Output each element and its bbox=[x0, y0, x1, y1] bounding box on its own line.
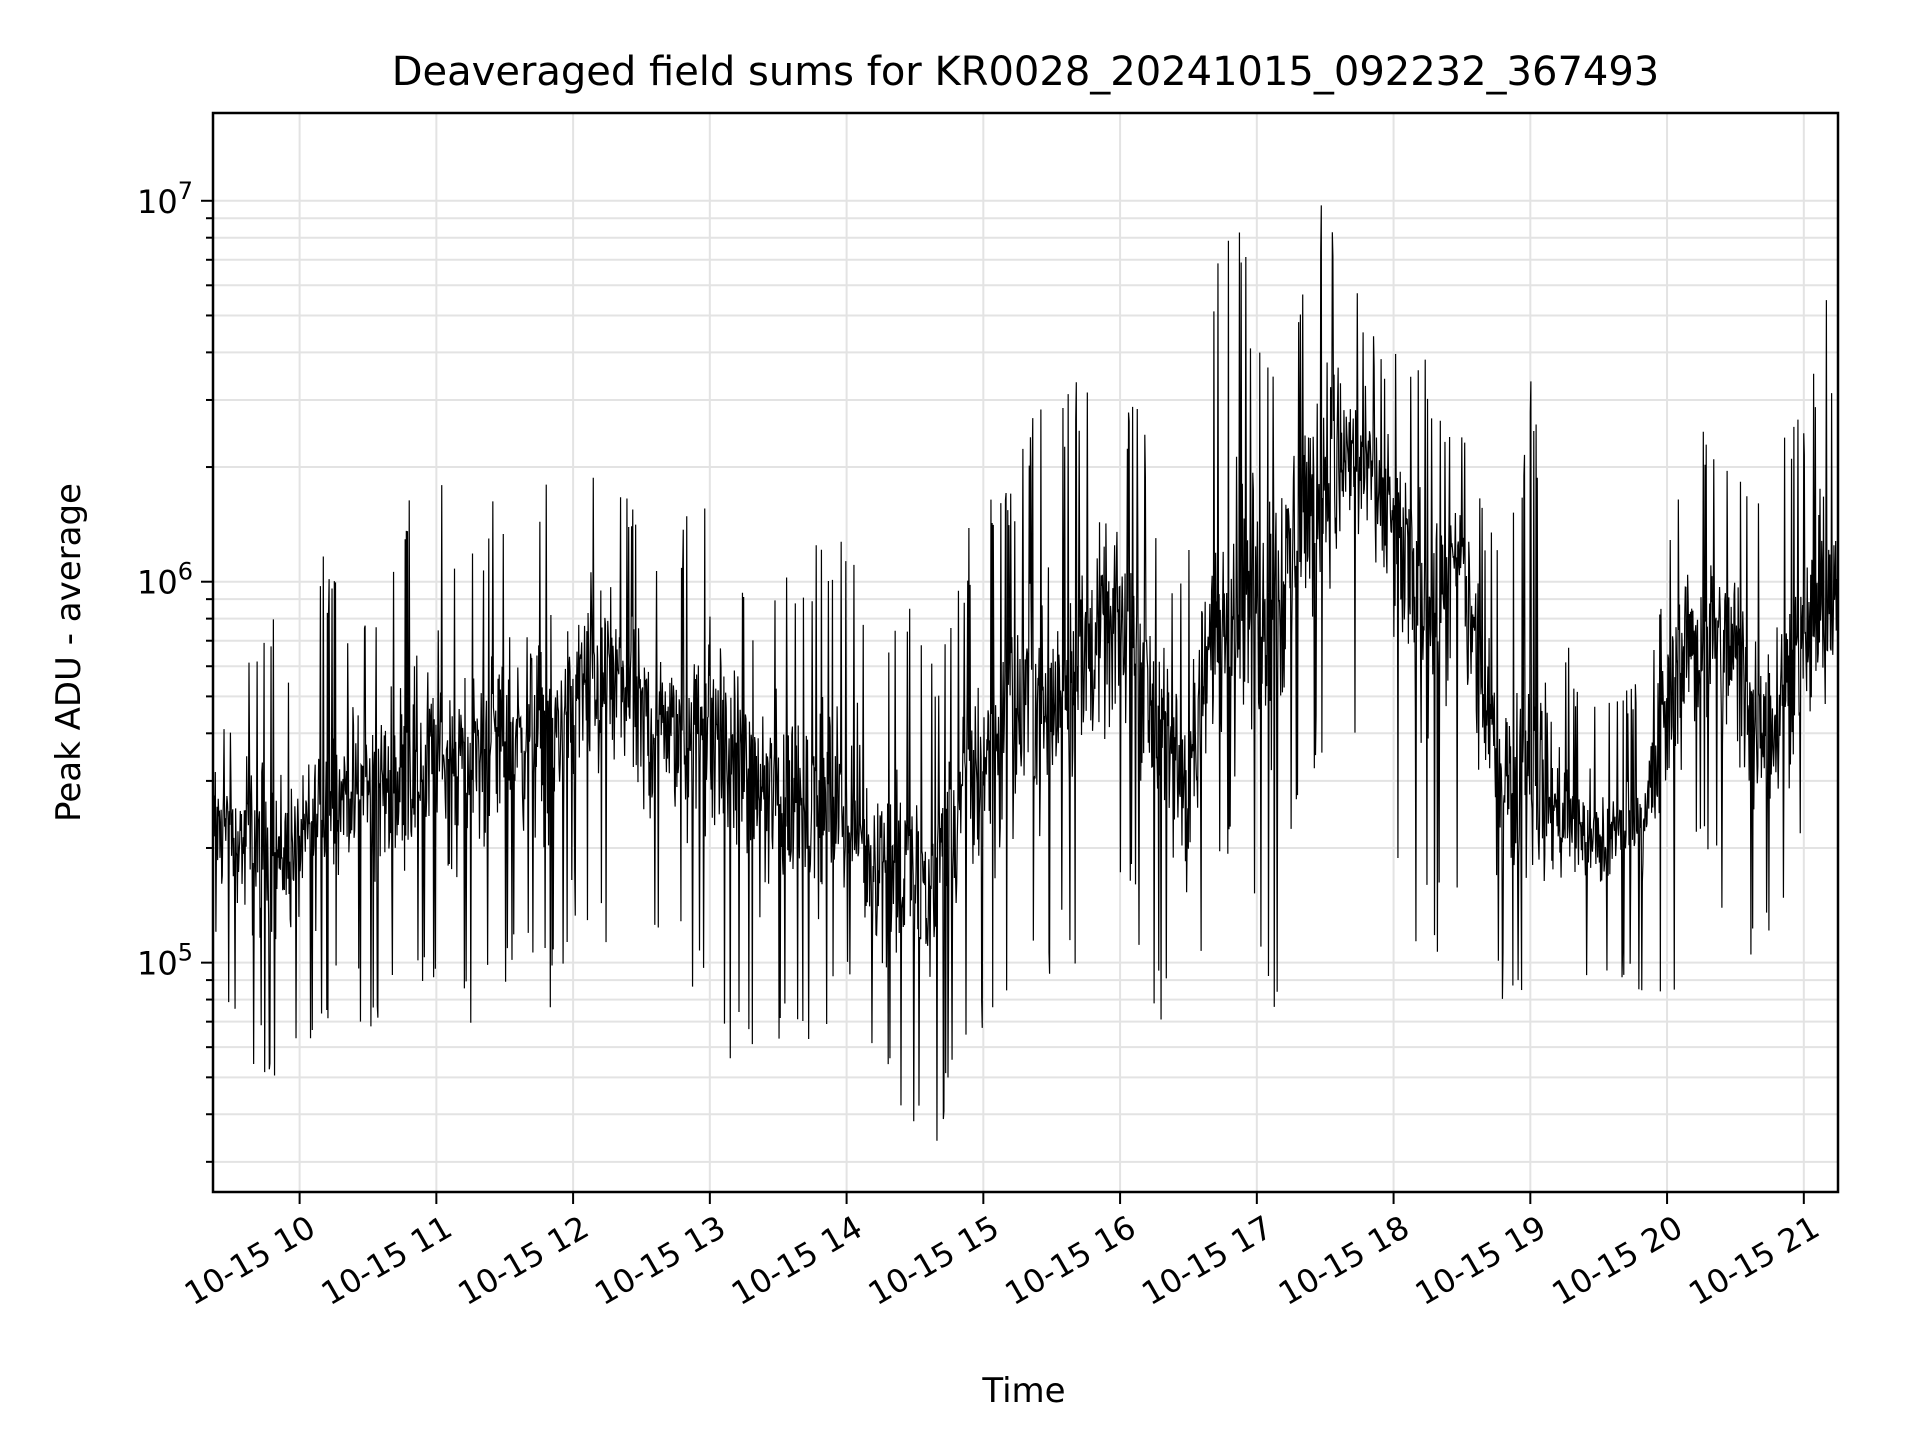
series-line bbox=[212, 205, 1839, 1141]
x-axis-label: Time bbox=[981, 1371, 1065, 1411]
series-layer bbox=[212, 205, 1839, 1141]
y-tick-label: 105 bbox=[137, 939, 193, 983]
grid-layer bbox=[213, 113, 1838, 1192]
chart-title: Deaveraged field sums for KR0028_2024101… bbox=[392, 49, 1660, 95]
y-tick-label: 106 bbox=[137, 558, 193, 602]
y-tick-label: 107 bbox=[137, 177, 193, 221]
plot-frame bbox=[211, 111, 1840, 1194]
y-axis-label: Peak ADU - average bbox=[49, 483, 89, 822]
